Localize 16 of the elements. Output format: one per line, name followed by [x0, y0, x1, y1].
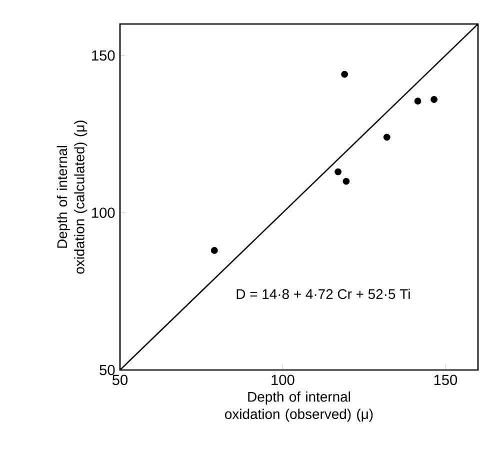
y-tick-label: 100: [92, 208, 115, 218]
point: [341, 70, 348, 78]
x-axis-title: Depth of internal oxidation (observed) (μ): [225, 392, 373, 422]
point: [414, 98, 422, 105]
y-axis-title: Depth of internal oxidation (calculated) (μ): [56, 120, 88, 274]
annotation: D = 14·8 + 4·72 Cr + 52·5 Ti: [236, 288, 410, 300]
x-tick-label: 150: [434, 374, 458, 386]
point: [430, 96, 438, 103]
point: [210, 247, 218, 254]
point: [334, 168, 342, 176]
point: [383, 134, 390, 141]
y-tick-label: 50: [100, 364, 115, 376]
point: [342, 178, 350, 185]
y-tick-label: 150: [92, 50, 115, 61]
x-tick-label: 100: [272, 374, 294, 386]
x-tick-label: 50: [112, 374, 128, 386]
